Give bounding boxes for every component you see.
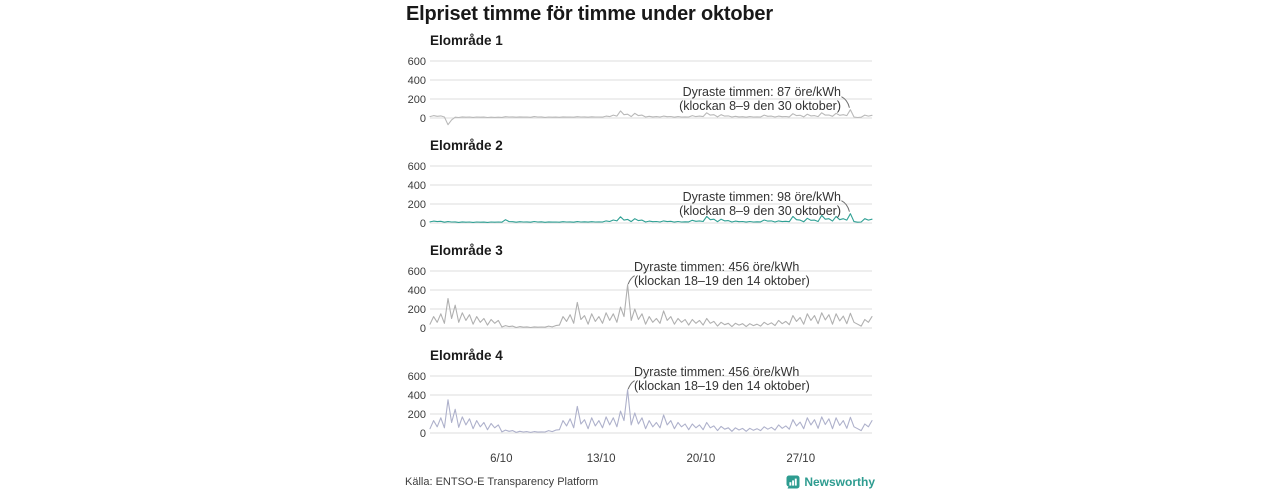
newsworthy-wordmark: Newsworthy <box>804 475 875 489</box>
x-tick-label: 6/10 <box>490 453 513 465</box>
line-chart-elomrade-3: 600 400 200 0 <box>408 266 873 335</box>
chart-panel-elomrade-3: Elområde 3 600 400 200 0 Dyraste timmen: 45… <box>405 243 875 336</box>
chart-panel-elomrade-4: Elområde 4 600 400 200 0 Dyraste timmen: 45… <box>405 348 875 441</box>
svg-text:400: 400 <box>408 75 426 87</box>
svg-text:600: 600 <box>408 161 426 173</box>
newsworthy-icon <box>786 475 800 489</box>
x-axis-labels: 6/10 13/10 20/10 27/10 <box>405 453 875 468</box>
svg-text:200: 200 <box>408 199 426 211</box>
svg-text:200: 200 <box>408 94 426 106</box>
svg-text:600: 600 <box>408 266 426 278</box>
x-tick-label: 13/10 <box>586 453 616 465</box>
svg-text:0: 0 <box>420 428 426 440</box>
chart-panel-elomrade-1: Elområde 1 600 400 200 0 Dyraste timmen: 87… <box>405 33 875 126</box>
chart-subtitle: Elområde 3 <box>430 243 503 258</box>
x-tick-label: 27/10 <box>786 453 816 465</box>
svg-text:400: 400 <box>408 180 426 192</box>
chart-figure: Elpriset timme för timme under oktober E… <box>405 0 875 489</box>
newsworthy-logo[interactable]: Newsworthy <box>786 475 875 489</box>
svg-text:600: 600 <box>408 56 426 68</box>
source-caption: Källa: ENTSO-E Transparency Platform <box>405 476 599 488</box>
chart-subtitle: Elområde 2 <box>430 138 503 153</box>
page-title: Elpriset timme för timme under oktober <box>406 3 773 25</box>
line-chart-elomrade-4: 600 400 200 0 <box>408 371 873 440</box>
chart-subtitle: Elområde 1 <box>430 33 503 48</box>
line-chart-elomrade-1: 600 400 200 0 <box>408 56 873 126</box>
svg-text:600: 600 <box>408 371 426 383</box>
svg-text:0: 0 <box>420 323 426 335</box>
svg-text:0: 0 <box>420 218 426 230</box>
line-chart-elomrade-2: 600 400 200 0 <box>408 161 873 230</box>
chart-subtitle: Elområde 4 <box>430 348 503 363</box>
chart-footer: Källa: ENTSO-E Transparency Platform New… <box>405 475 875 489</box>
svg-text:400: 400 <box>408 285 426 297</box>
svg-text:0: 0 <box>420 113 426 125</box>
x-tick-label: 20/10 <box>686 453 716 465</box>
svg-text:200: 200 <box>408 409 426 421</box>
chart-panel-elomrade-2: Elområde 2 600 400 200 0 Dyraste timmen: 98… <box>405 138 875 231</box>
svg-text:400: 400 <box>408 390 426 402</box>
svg-text:200: 200 <box>408 304 426 316</box>
